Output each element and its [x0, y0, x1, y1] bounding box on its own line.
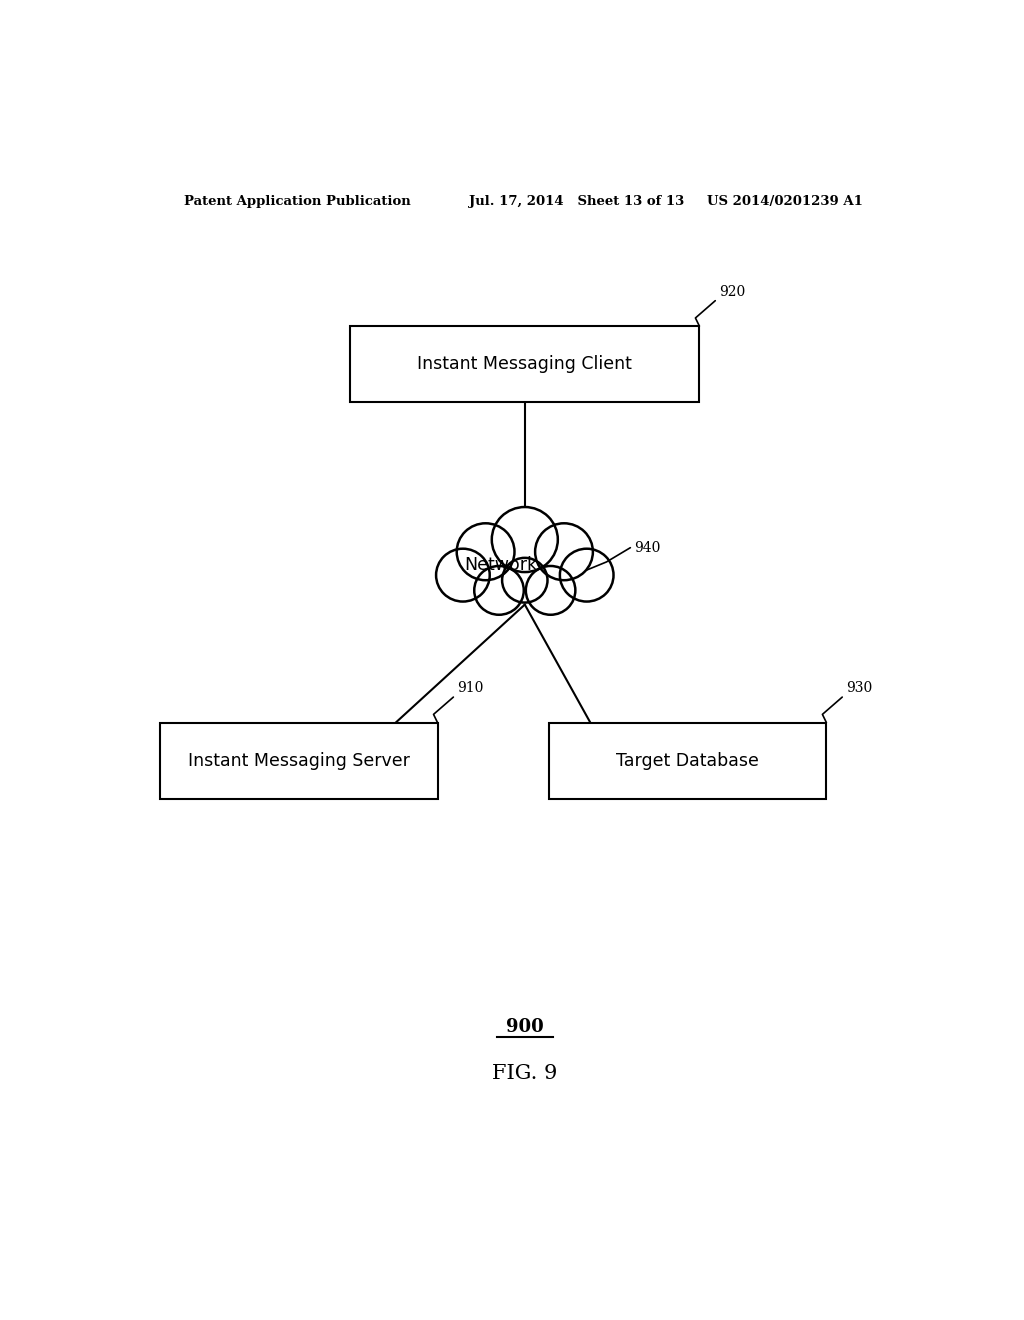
Ellipse shape — [526, 566, 575, 615]
Text: Target Database: Target Database — [616, 751, 759, 770]
Ellipse shape — [492, 507, 558, 572]
Ellipse shape — [457, 523, 514, 581]
Text: Patent Application Publication: Patent Application Publication — [183, 194, 411, 207]
Text: FIG. 9: FIG. 9 — [493, 1064, 557, 1082]
Text: 920: 920 — [719, 285, 745, 298]
Ellipse shape — [560, 549, 613, 602]
Text: Network: Network — [465, 556, 538, 574]
Text: US 2014/0201239 A1: US 2014/0201239 A1 — [708, 194, 863, 207]
Text: Jul. 17, 2014   Sheet 13 of 13: Jul. 17, 2014 Sheet 13 of 13 — [469, 194, 684, 207]
Text: 940: 940 — [634, 541, 660, 554]
Ellipse shape — [436, 549, 489, 602]
Ellipse shape — [474, 566, 523, 615]
Text: Instant Messaging Server: Instant Messaging Server — [187, 751, 410, 770]
Text: 910: 910 — [458, 681, 483, 696]
Ellipse shape — [536, 523, 593, 581]
Bar — [549, 722, 826, 799]
Text: Instant Messaging Client: Instant Messaging Client — [418, 355, 632, 374]
Text: 900: 900 — [506, 1019, 544, 1036]
Text: 930: 930 — [846, 681, 872, 696]
Bar — [160, 722, 437, 799]
Bar — [350, 326, 699, 403]
Ellipse shape — [502, 558, 548, 602]
